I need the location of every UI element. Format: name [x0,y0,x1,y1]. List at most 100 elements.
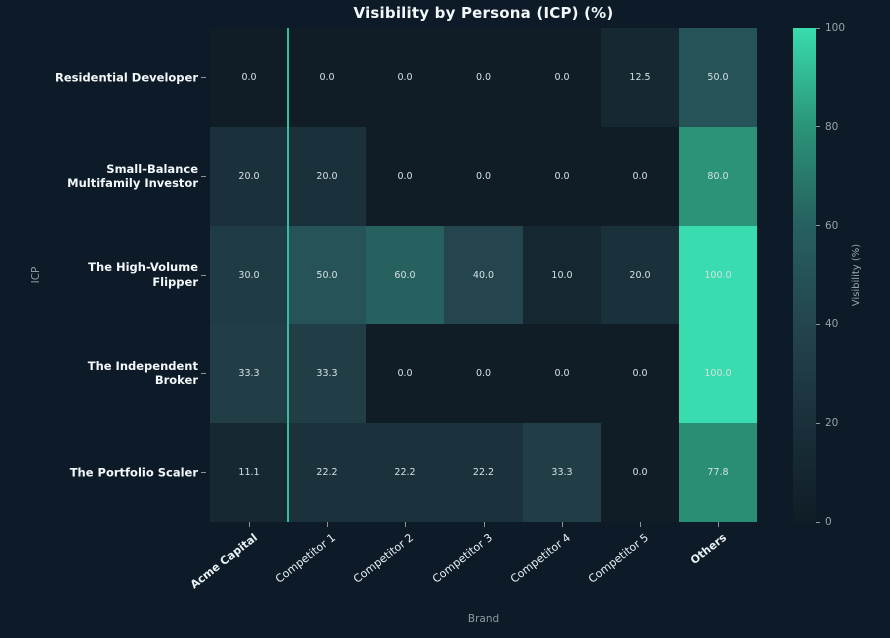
x-category-label: Others [688,531,730,568]
heatmap-cell: 20.0 [288,127,366,226]
y-tick-mark [201,373,206,374]
heatmap-cell: 22.2 [444,423,523,522]
colorbar-tick-mark [816,323,820,325]
heatmap-cell: 80.0 [679,127,757,226]
colorbar-tick-mark [816,521,820,523]
heatmap-cell: 22.2 [288,423,366,522]
heatmap-cell: 0.0 [366,127,444,226]
heatmap-cell: 22.2 [366,423,444,522]
heatmap-cell: 40.0 [444,226,523,324]
heatmap-cell: 0.0 [444,28,523,127]
heatmap-cell: 0.0 [288,28,366,127]
cell-value: 0.0 [241,72,257,83]
heatmap-cell: 0.0 [444,324,523,423]
y-category-label: The Portfolio Scaler [69,465,198,480]
cell-value: 22.2 [316,467,338,478]
heatmap-cell: 0.0 [601,423,679,522]
x-category-label: Competitor 2 [351,531,417,586]
heatmap-cell: 60.0 [366,226,444,324]
y-tick-mark [201,472,206,473]
cell-value: 0.0 [475,72,492,83]
colorbar-tick-label: 80 [825,120,839,133]
x-category-label: Competitor 3 [429,531,495,586]
colorbar-tick-label: 40 [825,318,839,331]
colorbar-tick-mark [816,422,820,424]
heatmap-cell: 0.0 [210,28,288,127]
heatmap-cell: 12.5 [601,28,679,127]
colorbar-tick-mark [816,225,820,227]
cell-value: 0.0 [397,72,413,83]
cell-value: 0.0 [632,467,648,478]
heatmap-cell: 0.0 [523,127,601,226]
x-tick-mark [640,522,641,527]
x-tick-mark [249,522,250,527]
colorbar-tick-mark [816,27,820,29]
cell-value: 33.3 [551,467,573,478]
x-tick-mark [718,522,719,527]
y-axis-label: ICP [30,266,42,284]
heatmap-cell: 30.0 [210,226,288,324]
colorbar-label: Visibility (%) [851,243,862,307]
heatmap-cell: 20.0 [210,127,288,226]
heatmap-cell: 0.0 [366,324,444,423]
heatmap-cell: 33.3 [288,324,366,423]
cell-value: 50.0 [707,72,729,83]
cell-value: 10.0 [551,269,573,281]
cell-value: 33.3 [316,368,338,379]
x-axis-label: Brand [467,613,500,625]
y-category-label: The High-Volume Flipper [88,260,198,289]
y-category-label: Small-Balance Multifamily Investor [67,161,198,191]
cell-value: 0.0 [632,171,648,182]
x-tick-mark [405,522,406,527]
colorbar-tick-mark [816,126,820,128]
cell-value: 100.0 [704,269,732,281]
y-tick-mark [201,274,206,276]
cell-value: 0.0 [319,72,335,83]
heatmap-cell: 11.1 [210,423,288,522]
heatmap-cell: 0.0 [444,127,523,226]
heatmap-cell: 0.0 [523,324,601,423]
x-category-label: Competitor 1 [273,531,339,586]
cell-value: 0.0 [475,171,492,182]
cell-value: 22.2 [394,467,416,478]
cell-value: 30.0 [238,269,260,281]
x-tick-mark [483,522,485,527]
y-tick-mark [201,77,206,78]
cell-value: 33.3 [238,368,260,379]
cell-value: 40.0 [472,269,495,281]
chart-title: Visibility by Persona (ICP) (%) [353,4,614,22]
cell-value: 0.0 [397,368,413,379]
cell-value: 22.2 [472,467,495,478]
cell-value: 20.0 [316,171,338,182]
y-category-label: The Independent Broker [87,358,198,388]
colorbar-tick-label: 20 [825,417,839,430]
heatmap-cell: 0.0 [601,324,679,423]
x-tick-mark [327,522,328,527]
y-tick-mark [201,176,206,177]
heatmap-cell: 0.0 [366,28,444,127]
cell-value: 50.0 [316,269,338,281]
heatmap-cell: 33.3 [210,324,288,423]
colorbar-tick-label: 60 [825,219,839,232]
heatmap-cell: 0.0 [523,28,601,127]
x-category-label: Acme Capital [187,531,261,592]
heatmap-cell: 100.0 [679,324,757,423]
cell-value: 77.8 [707,467,729,478]
divider-line [287,28,289,522]
heatmap-cell: 100.0 [679,226,757,324]
cell-value: 20.0 [629,269,651,281]
cell-value: 0.0 [397,171,413,182]
cell-value: 0.0 [475,368,492,379]
y-category-label: Residential Developer [55,70,198,85]
cell-value: 100.0 [704,368,732,379]
cell-value: 60.0 [394,269,416,281]
x-category-label: Competitor 5 [586,531,652,586]
heatmap-cell: 77.8 [679,423,757,522]
cell-value: 0.0 [554,72,570,83]
colorbar-gradient [793,28,816,522]
cell-value: 12.5 [629,72,651,83]
heatmap-cell: 33.3 [523,423,601,522]
heatmap-cell: 10.0 [523,226,601,324]
